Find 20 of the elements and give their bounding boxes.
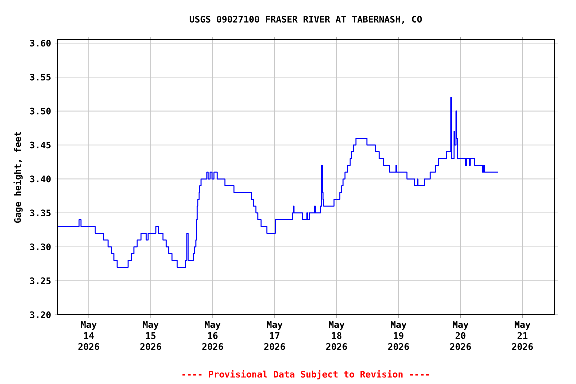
y-axis-title: Gage height, feet	[14, 132, 23, 224]
y-tick-label: 3.40	[30, 176, 51, 183]
y-tick-label: 3.25	[30, 278, 51, 284]
x-tick-label: May 20 2026	[450, 322, 472, 350]
y-tick-label: 3.60	[30, 40, 51, 47]
y-tick-label: 3.55	[30, 74, 51, 81]
x-tick-label: May 18 2026	[326, 322, 348, 350]
x-tick-label: May 14 2026	[78, 322, 100, 350]
x-tick-label: May 21 2026	[512, 322, 534, 350]
text: ---- Provisional Data Subject to Revision ----	[182, 370, 430, 380]
y-tick-label: 3.50	[30, 108, 51, 115]
x-tick-label: May 16 2026	[202, 322, 224, 350]
x-tick-label: May 15 2026	[140, 322, 162, 350]
y-tick-label: 3.35	[30, 210, 51, 217]
x-tick-label: May 19 2026	[388, 322, 410, 350]
y-tick-label: 3.20	[30, 312, 51, 318]
y-tick-label: 3.30	[30, 244, 51, 250]
y-tick-label: 3.45	[30, 142, 51, 149]
x-tick-label: May 17 2026	[264, 322, 286, 350]
chart-title: USGS 09027100 FRASER RIVER AT TABERNASH, CO	[190, 16, 422, 24]
